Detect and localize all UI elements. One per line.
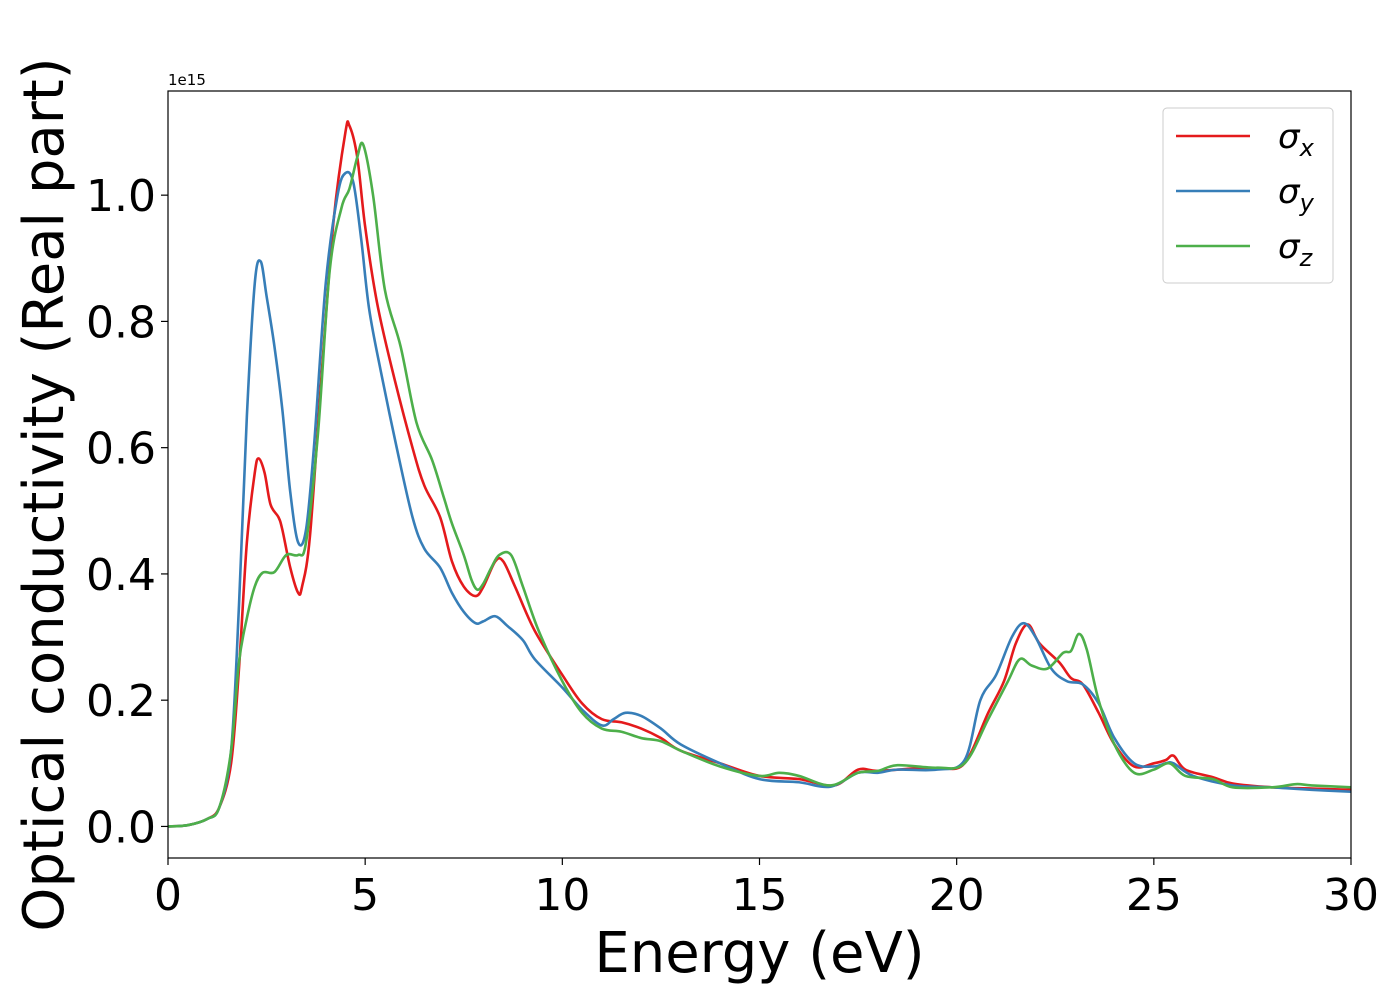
- y-axis: 0.0 0.2 0.4 0.6 0.8 1.0: [86, 171, 168, 853]
- y-axis-label: Optical conductivity (Real part): [12, 57, 77, 931]
- x-tick-label: 5: [351, 870, 379, 921]
- series-layer: [167, 120, 1352, 828]
- series-line-z: [167, 141, 1352, 828]
- y-tick-label: 0.2: [86, 676, 156, 727]
- y-axis-offset-text: 1e15: [168, 71, 206, 89]
- y-tick-label: 0.8: [86, 297, 156, 348]
- x-tick-label: 15: [732, 870, 788, 921]
- y-tick-label: 0.6: [86, 424, 156, 475]
- series-line-y: [167, 170, 1352, 828]
- x-tick-label: 10: [534, 870, 590, 921]
- y-tick-label: 0.0: [86, 802, 156, 853]
- y-tick-label: 0.4: [86, 550, 156, 601]
- x-tick-label: 0: [154, 870, 182, 921]
- legend-box: [1162, 107, 1334, 284]
- y-tick-label: 1.0: [86, 171, 156, 222]
- x-axis: 0 5 10 15 20 25 30: [154, 858, 1379, 921]
- x-tick-label: 25: [1126, 870, 1182, 921]
- x-tick-label: 30: [1323, 870, 1379, 921]
- x-axis-label: Energy (eV): [594, 921, 924, 986]
- x-tick-label: 20: [929, 870, 985, 921]
